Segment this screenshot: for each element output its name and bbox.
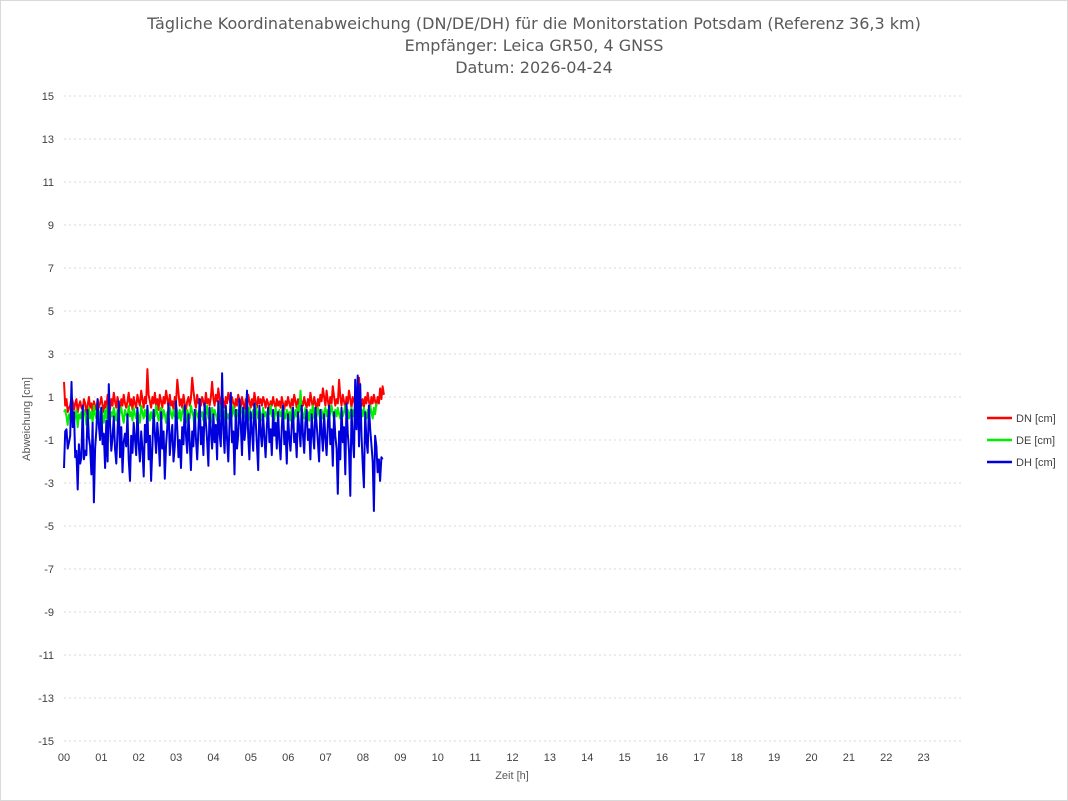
chart-title-line-1: Tägliche Koordinatenabweichung (DN/DE/DH… bbox=[146, 14, 921, 33]
y-tick-label: -9 bbox=[44, 607, 54, 619]
x-tick-label: 04 bbox=[207, 752, 219, 764]
y-tick-label: 3 bbox=[48, 349, 54, 361]
y-tick-label: 7 bbox=[48, 263, 54, 275]
legend-label: DH [cm] bbox=[1016, 457, 1056, 469]
x-tick-label: 22 bbox=[880, 752, 892, 764]
chart-title-line-2: Empfänger: Leica GR50, 4 GNSS bbox=[405, 36, 664, 55]
series-lines bbox=[63, 368, 385, 512]
x-tick-label: 21 bbox=[843, 752, 855, 764]
x-tick-label: 16 bbox=[656, 752, 668, 764]
x-tick-label: 20 bbox=[805, 752, 817, 764]
x-axis-title: Zeit [h] bbox=[495, 770, 529, 782]
x-tick-label: 09 bbox=[394, 752, 406, 764]
legend-label: DE [cm] bbox=[1016, 435, 1055, 447]
x-tick-label: 12 bbox=[506, 752, 518, 764]
x-tick-label: 13 bbox=[544, 752, 556, 764]
y-tick-label: 5 bbox=[48, 306, 54, 318]
x-tick-label: 14 bbox=[581, 752, 593, 764]
x-axis-ticks: 00 01 02 03 04 05 06 07 08 09 10 11 12 13 14 15 16 17 18 19… bbox=[58, 752, 930, 764]
y-tick-label: -1 bbox=[44, 435, 54, 447]
y-axis-ticks: 15 13 11 9 7 5 3 1 -1 -3 -5 -7 -9 -11 -13 -15 bbox=[38, 91, 54, 748]
y-tick-label: 13 bbox=[42, 134, 54, 146]
x-tick-label: 18 bbox=[731, 752, 743, 764]
x-tick-label: 00 bbox=[58, 752, 70, 764]
x-tick-label: 05 bbox=[245, 752, 257, 764]
series-line-de bbox=[63, 389, 378, 433]
y-tick-label: 9 bbox=[48, 220, 54, 232]
y-tick-label: 11 bbox=[43, 177, 54, 189]
x-tick-label: 01 bbox=[95, 752, 107, 764]
chart-title-line-3: Datum: 2026-04-24 bbox=[455, 58, 613, 77]
x-tick-label: 11 bbox=[469, 752, 480, 764]
x-tick-label: 06 bbox=[282, 752, 294, 764]
x-tick-label: 03 bbox=[170, 752, 182, 764]
legend-label: DN [cm] bbox=[1016, 413, 1056, 425]
x-tick-label: 10 bbox=[432, 752, 444, 764]
y-tick-label: -11 bbox=[39, 650, 54, 662]
x-tick-label: 07 bbox=[320, 752, 332, 764]
y-tick-label: 15 bbox=[42, 91, 54, 103]
y-axis-title: Abweichung [cm] bbox=[21, 377, 33, 461]
series-line-dn bbox=[63, 368, 385, 416]
x-tick-label: 02 bbox=[133, 752, 145, 764]
y-tick-label: -3 bbox=[44, 478, 54, 490]
y-tick-label: 1 bbox=[48, 392, 54, 404]
series-line-dh bbox=[63, 372, 384, 512]
y-tick-label: -5 bbox=[44, 521, 54, 533]
x-tick-label: 17 bbox=[693, 752, 705, 764]
x-tick-label: 15 bbox=[619, 752, 631, 764]
y-tick-label: -13 bbox=[38, 693, 54, 705]
x-tick-label: 23 bbox=[918, 752, 930, 764]
y-tick-label: -15 bbox=[38, 736, 54, 748]
x-tick-label: 19 bbox=[768, 752, 780, 764]
y-tick-label: -7 bbox=[44, 564, 54, 576]
x-tick-label: 08 bbox=[357, 752, 369, 764]
legend: DN [cm] DE [cm] DH [cm] bbox=[987, 413, 1056, 469]
